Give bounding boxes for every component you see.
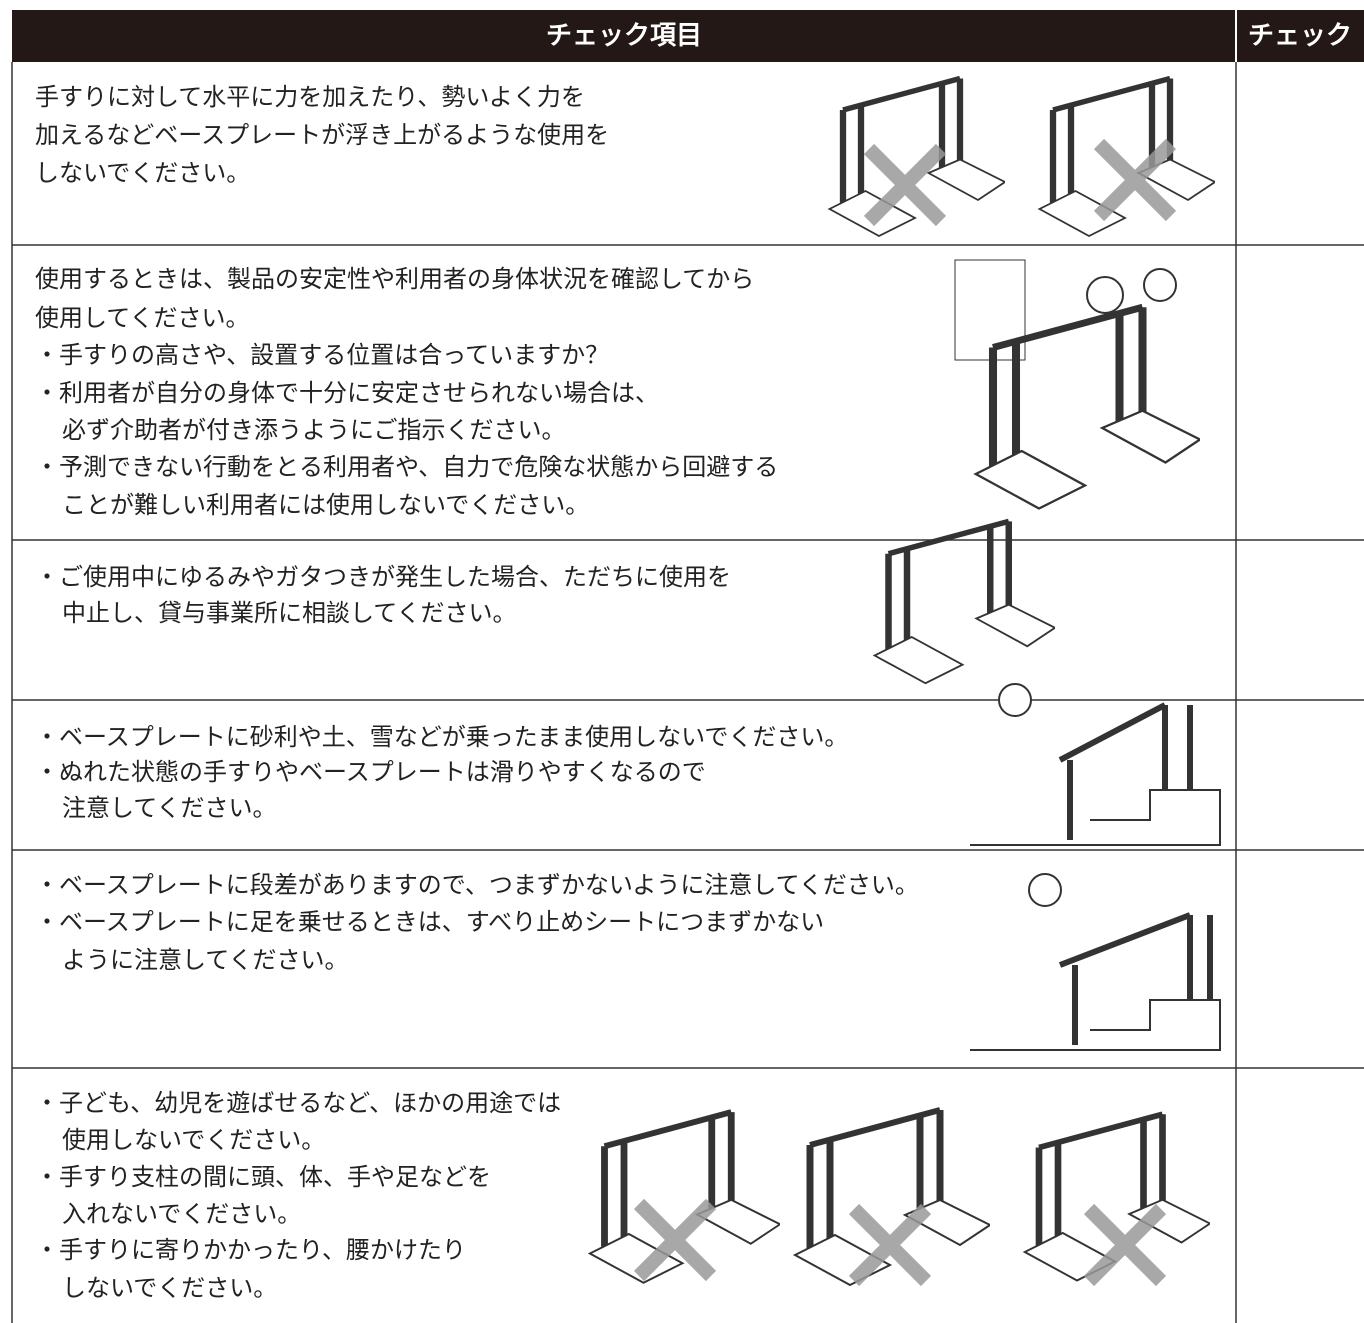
text-line: ・ベースプレートに段差がありますので、つまずかないように注意してください。 <box>35 871 919 899</box>
illustrations <box>590 79 1221 1286</box>
text-line: 使用するときは、製品の安定性や利用者の身体状況を確認してから <box>35 265 755 293</box>
text-line: ・利用者が自分の身体で十分に安定させられない場合は、 <box>35 379 659 407</box>
text-line: ことが難しい利用者には使用しないでください。 <box>62 491 590 519</box>
text-line: 手すりに対して水平に力を加えたり、勢いよく力を <box>35 83 585 111</box>
text-line: ・手すり支柱の間に頭、体、手や足などを <box>35 1163 491 1191</box>
text-line: 中止し、貸与事業所に相談してください。 <box>62 599 517 627</box>
text-line: しないでください。 <box>35 159 251 187</box>
text-line: ・ベースプレートに足を乗せるときは、すべり止めシートにつまずかない <box>35 908 825 936</box>
text-line: しないでください。 <box>62 1274 278 1302</box>
text-line: ・手すりに寄りかかったり、腰かけたり <box>35 1236 467 1264</box>
text-line: ・ぬれた状態の手すりやベースプレートは滑りやすくなるので <box>35 758 706 786</box>
text-line: 使用してください。 <box>35 304 250 332</box>
text-line: ・予測できない行動をとる利用者や、自力で危険な状態から回避する <box>35 453 779 481</box>
text-line: ・ご使用中にゆるみやガタつきが発生した場合、ただちに使用を <box>35 563 731 591</box>
text-line: ように注意してください。 <box>62 946 349 974</box>
text-line: 入れないでください。 <box>62 1200 302 1228</box>
text-line: 使用しないでください。 <box>62 1126 326 1154</box>
text-line: 必ず介助者が付き添うようにご指示ください。 <box>62 416 566 444</box>
text-line: 注意してください。 <box>62 794 277 822</box>
header-item: チェック項目 <box>545 21 702 51</box>
text-line: ・ベースプレートに砂利や土、雪などが乗ったまま使用しないでください。 <box>35 723 849 751</box>
text-line: ・子ども、幼児を遊ばせるなど、ほかの用途では <box>35 1089 562 1117</box>
text-line: ・手すりの高さや、設置する位置は合っていますか？ <box>35 341 610 369</box>
header-check: チェック <box>1247 21 1352 51</box>
text-line: 加えるなどベースプレートが浮き上がるような使用を <box>35 121 610 149</box>
